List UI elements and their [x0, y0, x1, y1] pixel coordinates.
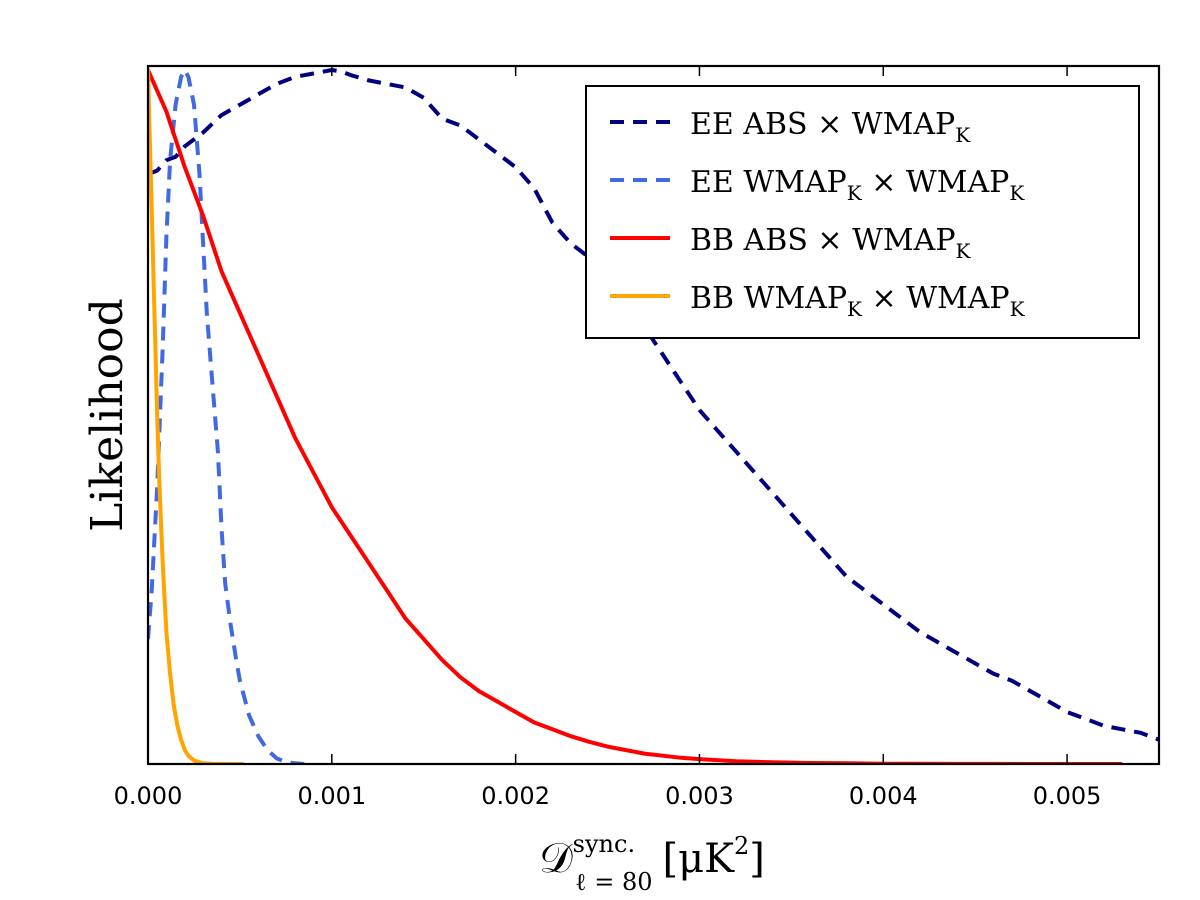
legend-frame — [585, 85, 1140, 339]
x-axis-label-symbol: 𝒟 — [539, 833, 573, 882]
series-line-2 — [148, 68, 305, 764]
x-tick-label: 0.004 — [849, 782, 918, 810]
plot-frame — [146, 64, 1161, 766]
x-tick-label: 0.005 — [1033, 782, 1102, 810]
legend-label-2: EE WMAPK × WMAPK — [690, 165, 1025, 205]
y-axis-label: Likelihood — [82, 298, 133, 532]
legend-label-3: BB ABS × WMAPK — [690, 223, 972, 263]
x-axis-label-subscript: ℓ = 80 — [575, 868, 652, 896]
x-axis-label-unit-close: ] — [749, 836, 765, 882]
x-axis-label-unit-power: 2 — [734, 832, 749, 860]
x-tick-label: 0.000 — [114, 782, 183, 810]
x-axis-ticks: 0.000 0.001 0.002 0.003 0.004 0.005 — [114, 66, 1102, 810]
legend-label-1: EE ABS × WMAPK — [690, 107, 971, 147]
x-axis-label: 𝒟sync. ℓ = 80 [μK2] — [539, 830, 765, 896]
x-tick-label: 0.003 — [665, 782, 734, 810]
legend-label-4: BB WMAPK × WMAPK — [690, 281, 1026, 321]
x-axis-label-unit: [μK — [662, 836, 735, 882]
series-line-1 — [148, 68, 1159, 742]
x-tick-label: 0.001 — [297, 782, 366, 810]
legend: EE ABS × WMAPK EE WMAPK × WMAPK BB ABS × W… — [585, 85, 1140, 339]
x-tick-label: 0.002 — [481, 782, 550, 810]
x-axis-label-superscript: sync. — [573, 830, 635, 858]
